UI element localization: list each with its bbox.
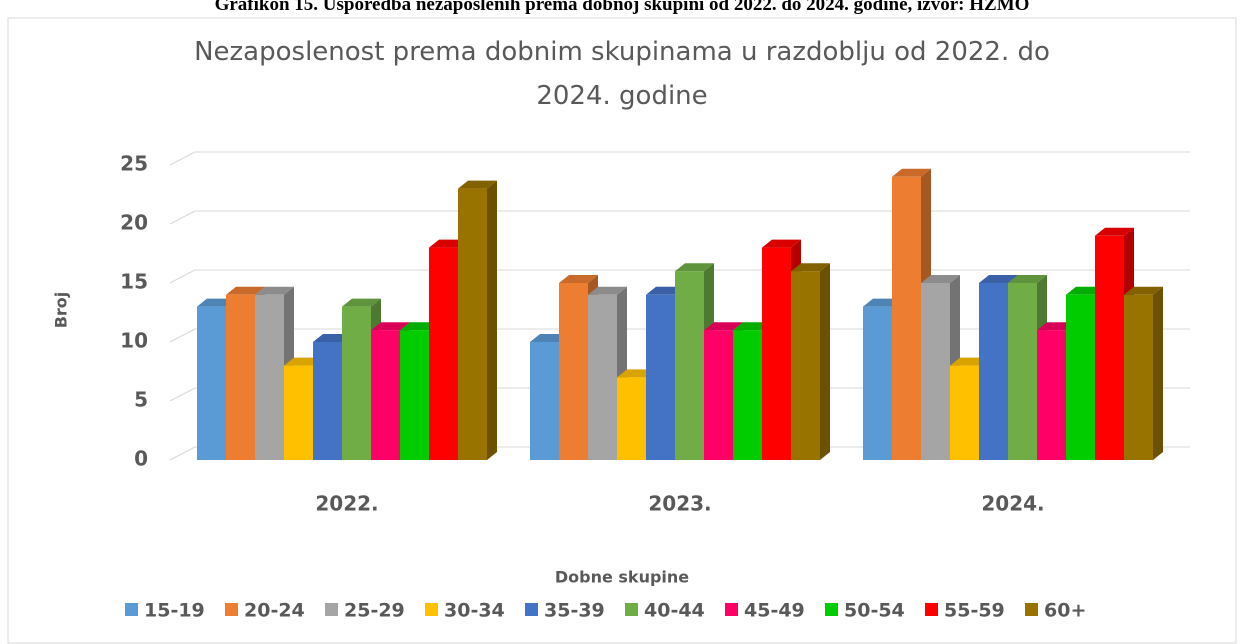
bar [1037,330,1066,460]
legend-label: 25-29 [344,600,405,622]
bar [255,294,284,460]
bar [400,330,429,460]
bar [371,330,400,460]
grid-line-depth [169,269,196,284]
legend-swatch [725,603,738,616]
legend-label: 55-59 [944,600,1005,622]
legend-swatch [325,603,338,616]
bar-side [820,263,830,460]
bar [429,247,458,460]
bar-top [1008,275,1047,283]
bar-top [588,286,627,295]
caption: Grafikon 15. Usporedba nezaposlenih prem… [214,0,1030,15]
bar-top [892,168,931,177]
legend-swatch [425,603,438,616]
bar-top [979,275,1018,283]
chart-border [7,17,1237,644]
bar [762,247,791,460]
bar-top [458,180,497,189]
bar [342,306,371,460]
bar-side [487,180,497,460]
legend-swatch [225,603,238,616]
bar-top [1124,286,1163,295]
bar [863,306,892,460]
bar-top [791,263,830,272]
bar [733,330,762,460]
bar-top [762,239,801,248]
bar-side [1153,286,1163,460]
bar [1095,235,1124,460]
bar [646,294,675,460]
x-tick-label: 2023. [648,492,711,516]
grid-line-depth [169,387,196,402]
legend-swatch [125,603,138,616]
bar [588,294,617,460]
grid-line-depth [169,446,196,461]
bar [226,294,255,460]
y-tick-label: 20 [120,211,148,235]
legend-swatch [1025,603,1038,616]
bar [1008,283,1037,460]
y-tick-label: 15 [120,270,148,294]
legend-label: 30-34 [444,600,505,622]
bar [559,283,588,460]
bar-top [704,322,743,331]
bar-top [342,298,381,307]
y-axis-label: Broj [52,292,71,329]
y-tick-label: 25 [120,152,148,176]
y-tick-label: 0 [134,447,148,471]
bar [458,188,487,460]
legend-label: 20-24 [244,600,305,622]
bar [313,342,342,460]
bar-top [1095,227,1134,236]
bar-top [255,286,294,295]
legend-swatch [625,603,638,616]
y-tick-label: 10 [120,329,148,353]
legend-label: 50-54 [844,600,905,622]
bar [704,330,733,460]
bar-top [559,275,598,283]
bar [617,377,646,460]
bar [892,176,921,461]
bar [1066,294,1095,460]
bar [921,283,950,460]
grid-line-depth [169,328,196,343]
bar [979,283,1008,460]
bar-top [921,275,960,283]
bar-top [675,263,714,272]
bar [791,271,820,460]
bar-top [371,322,410,331]
bar [1124,294,1153,460]
x-tick-label: 2022. [315,492,378,516]
legend-label: 40-44 [644,600,705,622]
chart-title: Nezaposlenost prema dobnim skupinama u r… [194,37,1050,111]
bar-top [226,286,265,295]
y-tick-label: 5 [134,388,148,412]
bar [284,365,313,460]
x-axis-label: Dobne skupine [555,568,689,587]
legend-label: 15-19 [144,600,205,622]
bar [530,342,559,460]
grid-line-depth [169,151,196,166]
bar [675,271,704,460]
bar [197,306,226,460]
legend-swatch [925,603,938,616]
x-tick-label: 2024. [981,492,1044,516]
grid-line-depth [169,210,196,225]
legend-label: 45-49 [744,600,805,622]
legend-label: 35-39 [544,600,605,622]
legend-label: 60+ [1044,600,1086,622]
bar [950,365,979,460]
legend-swatch [525,603,538,616]
legend-swatch [825,603,838,616]
